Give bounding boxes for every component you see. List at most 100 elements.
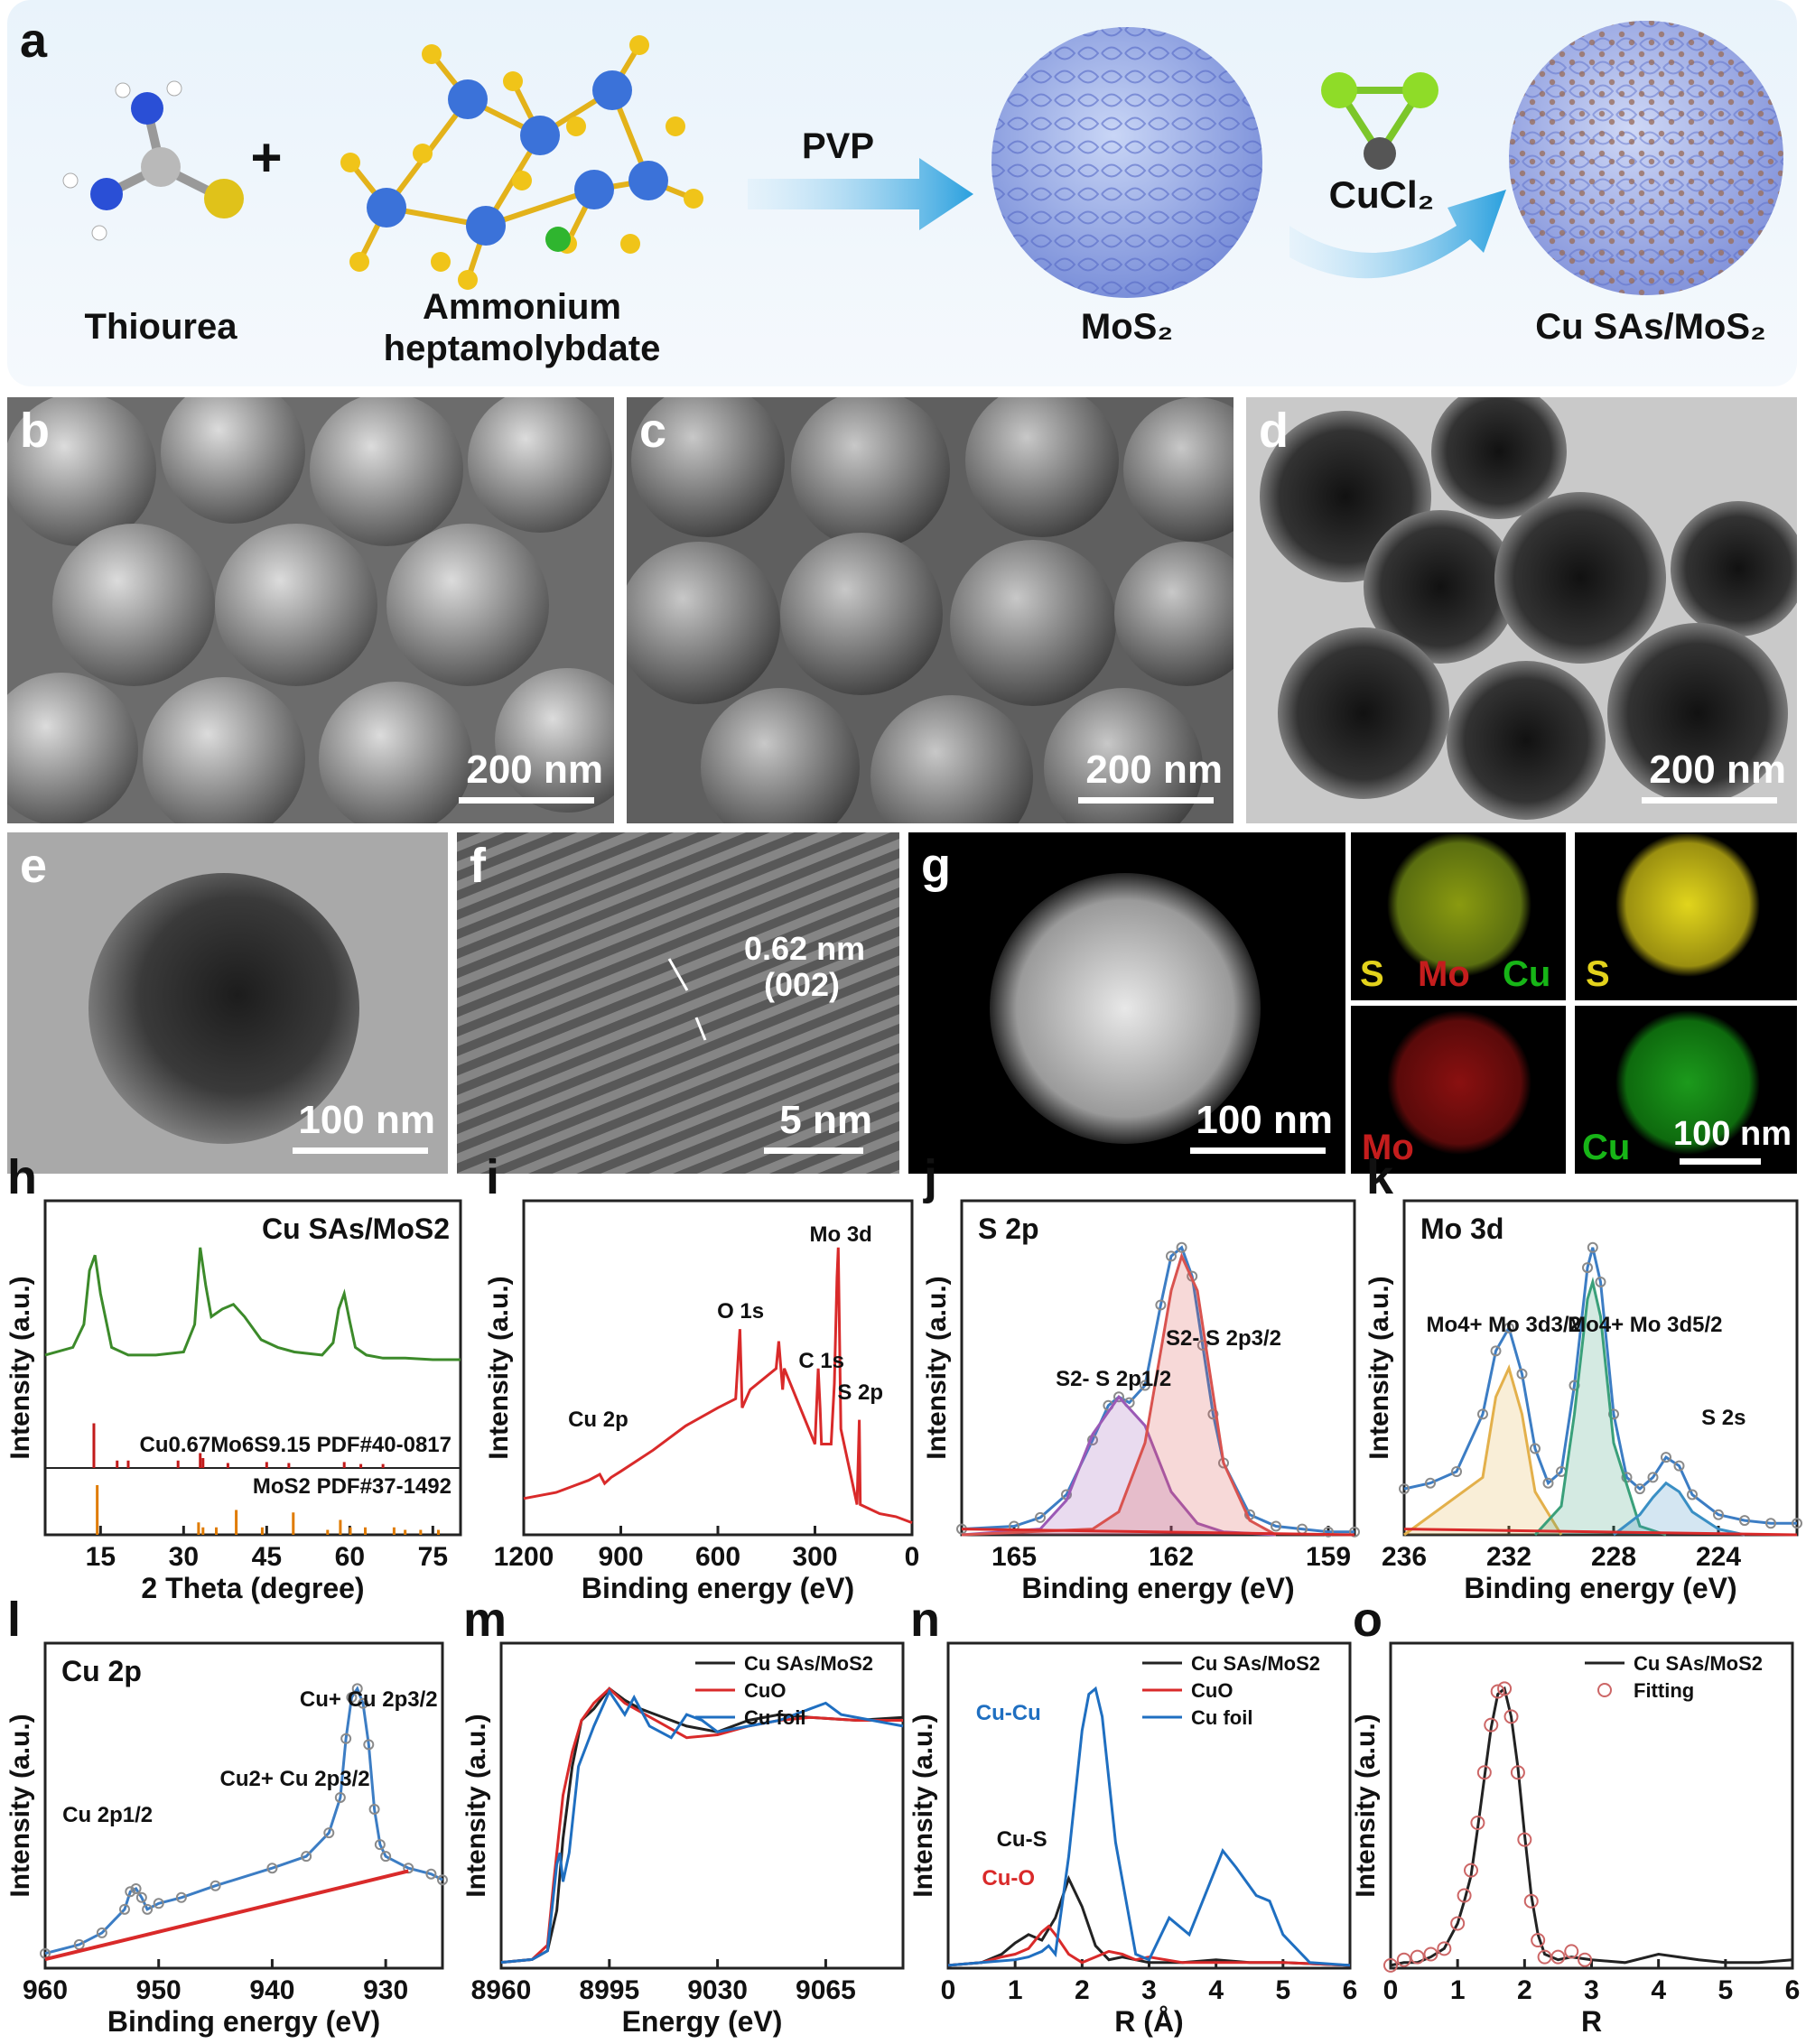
panel-label-c: c [639,404,667,458]
x-tick-label: 8960 [471,1975,532,2005]
x-tick-label: 75 [418,1542,448,1572]
label-cucl2: CuCl₂ [1328,173,1435,216]
eds-map-overlay: S Mo Cu [1351,832,1566,1000]
y-axis-label: Intensity (a.u.) [5,1714,35,1897]
label-mos2: MoS₂ [1080,307,1174,347]
legend-marker [1597,1683,1612,1697]
chart-frame-h [43,1199,462,1537]
data-point [1595,1276,1606,1287]
x-tick-label: 60 [335,1542,365,1572]
data-point [1035,1511,1046,1523]
x-tick-label: 6 [1785,1975,1801,2005]
fit-point [1497,1681,1513,1696]
panel-label-k: k [1366,1150,1394,1204]
x-tick-label: 159 [1306,1542,1351,1572]
y-axis-label: Intensity (a.u.) [461,1714,491,1897]
fit-point [1383,1957,1398,1973]
annotation-label: S2- S 2p3/2 [1166,1326,1281,1351]
scale-bar-label-d: 200 nm [1649,748,1786,792]
data-point [1140,1380,1150,1391]
fit-point [1550,1949,1566,1965]
annotation-label: O 1s [717,1299,764,1324]
series-line-Cu SAs/MoS2 [947,1874,1351,1967]
scale-bar-f [764,1147,863,1154]
panel-label-n: n [910,1593,940,1647]
data-point [1713,1509,1724,1520]
arrow-right-icon [748,158,973,230]
x-tick-label: 224 [1696,1542,1741,1572]
chart-title-j: S 2p [978,1212,1039,1245]
haadf-image-g: g 100 nm [908,832,1345,1174]
background-line [44,1869,409,1962]
annotation-label: Cu-O [982,1866,1035,1891]
hrtem-image-f: f 0.62 nm (002) 5 nm [457,832,899,1174]
fit-point [1470,1816,1485,1831]
annotation-label: Mo4+ Mo 3d5/2 [1568,1313,1722,1337]
data-point [1542,1477,1554,1489]
x-tick-label: 5 [1718,1975,1733,2005]
data-point [73,1938,85,1950]
x-tick-label: 1200 [494,1542,554,1572]
x-tick-label: 0 [941,1975,956,2005]
annotation-label: C 1s [798,1349,844,1373]
eds-map-s: S [1575,832,1797,1000]
legend-label: Cu foil [744,1706,805,1729]
data-point [380,1851,392,1863]
eds-map-mo: Mo [1351,1006,1566,1174]
fit-point [1396,1952,1411,1967]
series-line-Cu foil [500,1688,904,1965]
data-point [125,1886,136,1898]
curved-arrow-icon [1289,190,1506,279]
series-line-CuO [947,1924,1351,1967]
data-point [340,1733,352,1744]
scale-bar-label-g: 100 nm [1196,1098,1333,1142]
scale-bar-e [293,1147,428,1154]
x-tick-label: 600 [695,1542,740,1572]
series-line-Mo4+ Mo 3d3/2 [1403,1364,1563,1537]
data-point [1608,1408,1619,1420]
legend-label: Fitting [1634,1679,1694,1702]
map-label-mo: Mo [1362,1128,1414,1167]
chart-frame-j [960,1199,1356,1537]
peak-fill [1614,1482,1745,1535]
x-tick-label: 228 [1591,1542,1636,1572]
data-point [358,1697,368,1709]
cucl2-molecule-icon [1321,72,1438,170]
map-label-s: S [1586,954,1610,994]
chart-title-h: Cu SAs/MoS2 [262,1212,450,1245]
data-point [1516,1368,1528,1380]
series-line-S 2s [1613,1481,1745,1537]
x-axis-label: R [1581,2005,1602,2038]
x-axis-label: Binding energy (eV) [1021,1572,1294,1604]
label-cu-sas-mos2: Cu SAs/MoS₂ [1535,307,1766,347]
annotation-label: Cu 2p [568,1408,628,1432]
d-spacing-label: 0.62 nm [744,930,866,967]
x-axis-label: Binding energy (eV) [107,2005,380,2038]
fit-point [1564,1944,1579,1959]
data-point [425,1868,437,1880]
map-scale-bar [1680,1158,1761,1165]
plus-sign: + [250,127,283,188]
data-point [1477,1408,1488,1420]
data-point [1196,1339,1208,1351]
cu-sas-mos2-nanoflower-icon [1509,21,1783,295]
peak-fill [1404,1368,1561,1535]
x-tick-label: 0 [1383,1975,1399,2005]
background-line [1403,1528,1798,1537]
scale-bar-b [459,797,594,804]
legend-label: CuO [1191,1679,1233,1702]
data-point [96,1927,107,1938]
panel-label-m: m [463,1593,507,1647]
chart-frame-l [43,1641,444,1970]
x-tick-label: 1 [1450,1975,1466,2005]
map-label-cu: Cu [1582,1128,1631,1167]
x-tick-label: 2 [1075,1975,1090,2005]
x-tick-label: 232 [1486,1542,1531,1572]
annotation-label: Mo4+ Mo 3d3/2 [1427,1313,1581,1337]
series-line-Cu SAs/MoS2 [500,1686,904,1965]
chart-title-k: Mo 3d [1420,1212,1503,1245]
